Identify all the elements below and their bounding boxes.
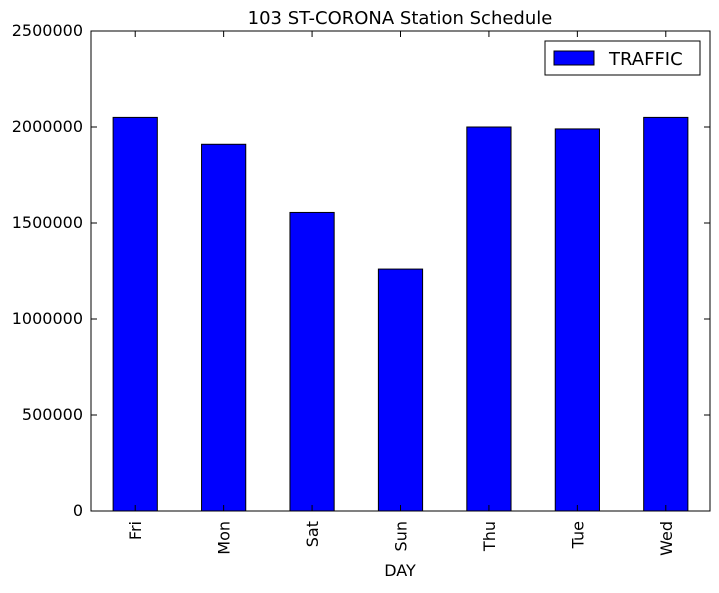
- y-tick-label: 1000000: [12, 309, 83, 328]
- x-tick-label: Wed: [657, 521, 676, 556]
- y-tick-label: 2500000: [12, 21, 83, 40]
- x-tick-label: Thu: [480, 521, 499, 552]
- bar-tue: [554, 128, 600, 512]
- bar-wed: [643, 116, 689, 512]
- x-tick-label: Fri: [126, 521, 145, 540]
- bar-fri: [112, 116, 158, 512]
- x-tick-label: Tue: [568, 521, 587, 549]
- bar-mon: [201, 143, 247, 512]
- bar-sun: [377, 268, 424, 512]
- y-tick-label: 1500000: [12, 213, 83, 232]
- y-tick-label: 0: [73, 501, 83, 520]
- legend-swatch: [553, 50, 595, 66]
- bar-sat: [289, 211, 335, 512]
- legend-label: TRAFFIC: [608, 49, 683, 70]
- y-tick-label: 500000: [22, 405, 83, 424]
- y-tick-label: 2000000: [12, 117, 83, 136]
- x-tick-label: Mon: [215, 521, 234, 555]
- x-tick-label: Sat: [303, 521, 322, 547]
- x-axis-label: DAY: [384, 561, 416, 580]
- bar-thu: [466, 126, 512, 512]
- x-tick-label: Sun: [392, 521, 411, 551]
- chart-title: 103 ST-CORONA Station Schedule: [248, 8, 553, 29]
